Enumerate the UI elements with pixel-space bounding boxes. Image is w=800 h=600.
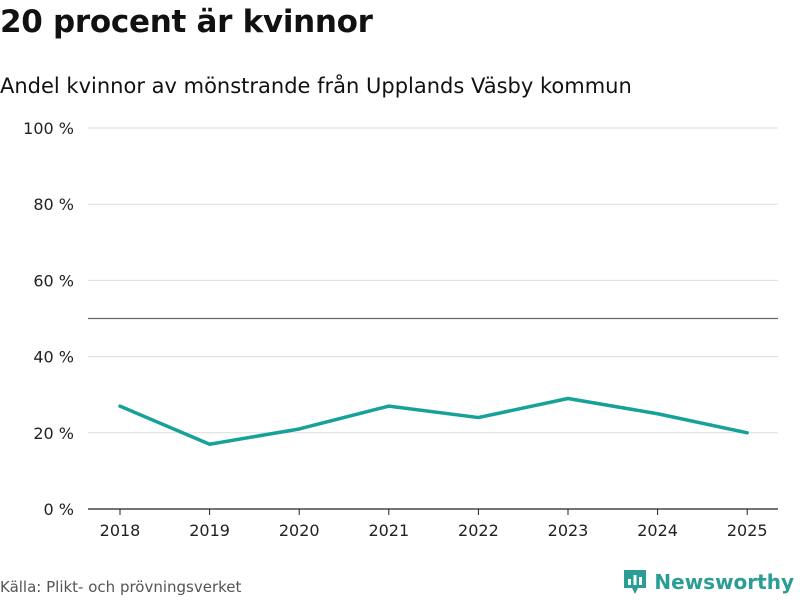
newsworthy-logo: Newsworthy [622,568,794,596]
y-tick-label: 60 % [33,271,74,290]
y-tick-label: 80 % [33,195,74,214]
y-tick-label: 40 % [33,348,74,367]
x-tick-label: 2022 [458,521,499,540]
series-line [118,396,749,446]
brand-name: Newsworthy [654,570,794,594]
chart-subtitle: Andel kvinnor av mönstrande från Uppland… [0,74,632,98]
x-tick-label: 2025 [727,521,768,540]
y-tick-label: 100 % [23,119,74,138]
x-tick-label: 2018 [100,521,141,540]
x-tick-label: 2023 [548,521,589,540]
source-note: Källa: Plikt- och prövningsverket [0,578,242,596]
x-tick-label: 2021 [368,521,409,540]
x-tick-label: 2019 [189,521,230,540]
y-tick-label: 20 % [33,424,74,443]
x-tick-label: 2024 [637,521,678,540]
chart-title: 20 procent är kvinnor [0,4,373,40]
y-tick-label: 0 % [44,500,74,519]
newsworthy-bar-chart-icon [624,570,647,594]
x-tick-label: 2020 [279,521,320,540]
